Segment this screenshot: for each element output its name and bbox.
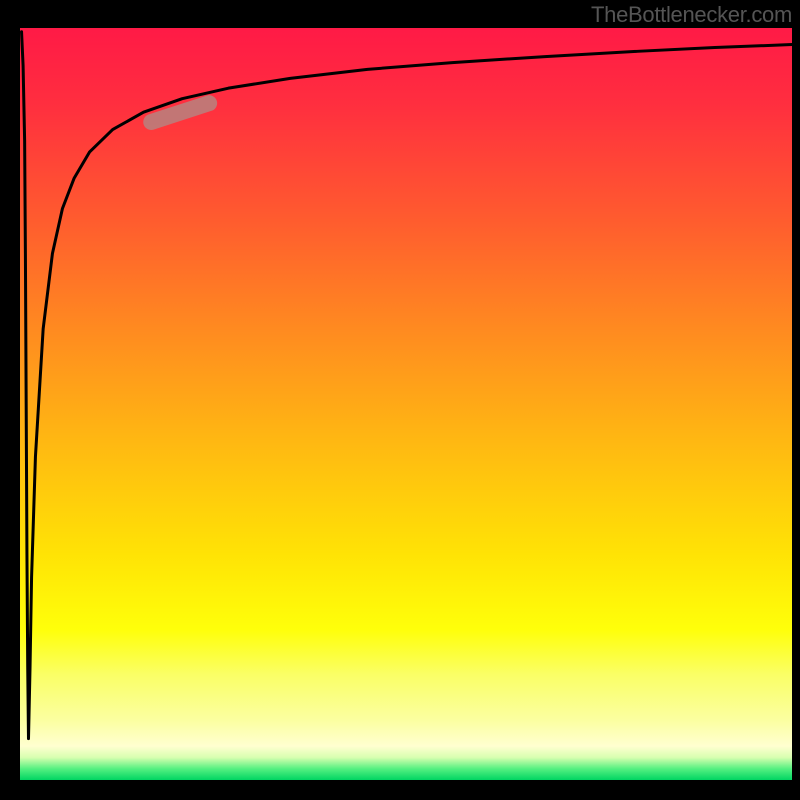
curve-layer (20, 28, 792, 780)
figure-root: TheBottlenecker.com (0, 0, 800, 800)
bottleneck-curve (22, 32, 792, 739)
plot-area (20, 28, 792, 780)
watermark-text: TheBottlenecker.com (591, 2, 792, 28)
